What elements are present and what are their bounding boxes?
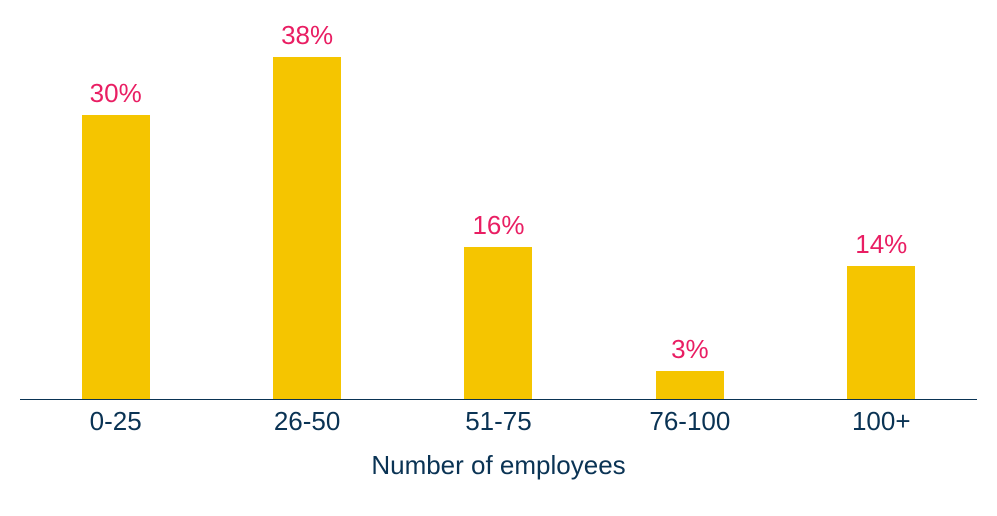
bar (464, 247, 532, 399)
bar-value-label: 30% (90, 78, 142, 109)
bar-value-label: 3% (671, 334, 709, 365)
bar (847, 266, 915, 399)
x-axis-ticks: 0-2526-5051-7576-100100+ (20, 406, 977, 437)
bar-group: 16% (403, 20, 594, 399)
bars-container: 30% 38% 16% 3% 14% (20, 20, 977, 399)
bar-group: 30% (20, 20, 211, 399)
bar-group: 38% (211, 20, 402, 399)
bar (656, 371, 724, 399)
x-tick-label: 0-25 (20, 406, 211, 437)
x-tick-label: 51-75 (403, 406, 594, 437)
bar-value-label: 14% (855, 229, 907, 260)
bar-value-label: 16% (472, 210, 524, 241)
x-axis-label: Number of employees (20, 450, 977, 481)
x-tick-label: 26-50 (211, 406, 402, 437)
employee-count-chart: 30%38%16%3%14% 0-2526-5051-7576-100100+ … (20, 20, 977, 496)
bar (273, 57, 341, 399)
x-tick-label: 100+ (786, 406, 977, 437)
plot-area: 30% 38% 16% 3% 14% (20, 20, 977, 400)
bar-value-label: 38% (281, 20, 333, 51)
bar-group: 14% (786, 20, 977, 399)
x-tick-label: 76-100 (594, 406, 785, 437)
bar-group: 3% (594, 20, 785, 399)
bar (82, 115, 150, 399)
